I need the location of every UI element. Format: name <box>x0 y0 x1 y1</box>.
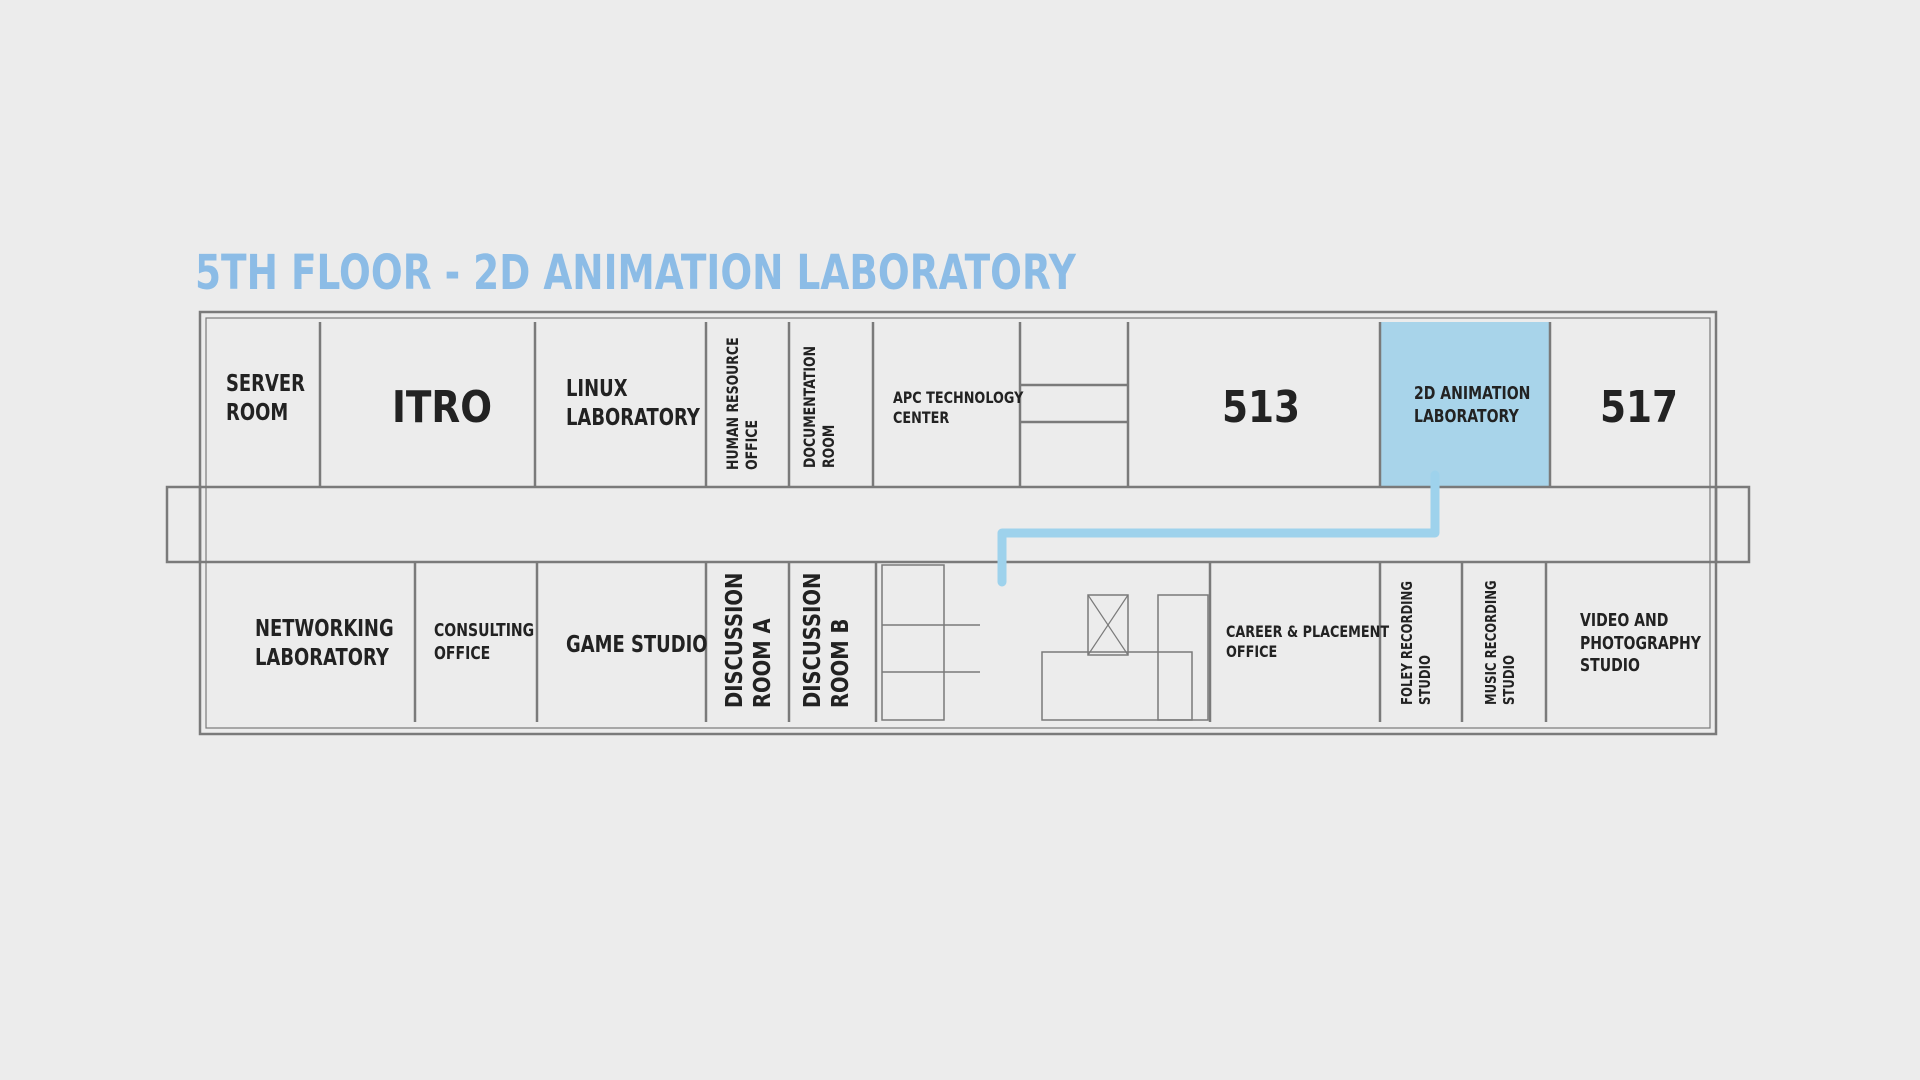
route-path <box>997 470 1440 587</box>
room-itro[interactable]: ITRO <box>392 382 493 433</box>
room-video-photography[interactable]: VIDEO AND PHOTOGRAPHY STUDIO <box>1580 610 1701 676</box>
room-documentation[interactable]: DOCUMENTATION ROOM <box>800 345 839 468</box>
map-title: 5TH FLOOR - 2D ANIMATION LABORATORY <box>195 245 1076 301</box>
room-apc-technology-center[interactable]: APC TECHNOLOGY CENTER <box>893 388 1024 427</box>
room-hr-office[interactable]: HUMAN RESOURCE OFFICE <box>723 337 762 470</box>
walls <box>165 310 1751 736</box>
room-discussion-b[interactable]: DISCUSSION ROOM B <box>800 572 854 708</box>
room-513[interactable]: 513 <box>1222 382 1301 433</box>
room-foley-recording[interactable]: FOLEY RECORDING STUDIO <box>1398 581 1434 705</box>
room-linux-laboratory[interactable]: LINUX LABORATORY <box>566 376 700 431</box>
room-networking-laboratory[interactable]: NETWORKING LABORATORY <box>255 616 394 671</box>
highlight-2d-animation-lab[interactable] <box>1380 322 1550 487</box>
room-career-placement[interactable]: CAREER & PLACEMENT OFFICE <box>1226 622 1390 661</box>
room-discussion-a[interactable]: DISCUSSION ROOM A <box>722 572 776 708</box>
room-server-room[interactable]: SERVER ROOM <box>226 371 305 426</box>
room-game-studio[interactable]: GAME STUDIO <box>566 632 708 658</box>
room-consulting-office[interactable]: CONSULTING OFFICE <box>434 620 535 664</box>
room-2d-animation-lab[interactable]: 2D ANIMATION LABORATORY <box>1414 383 1531 427</box>
room-music-recording[interactable]: MUSIC RECORDING STUDIO <box>1482 580 1518 705</box>
room-517[interactable]: 517 <box>1600 382 1679 433</box>
